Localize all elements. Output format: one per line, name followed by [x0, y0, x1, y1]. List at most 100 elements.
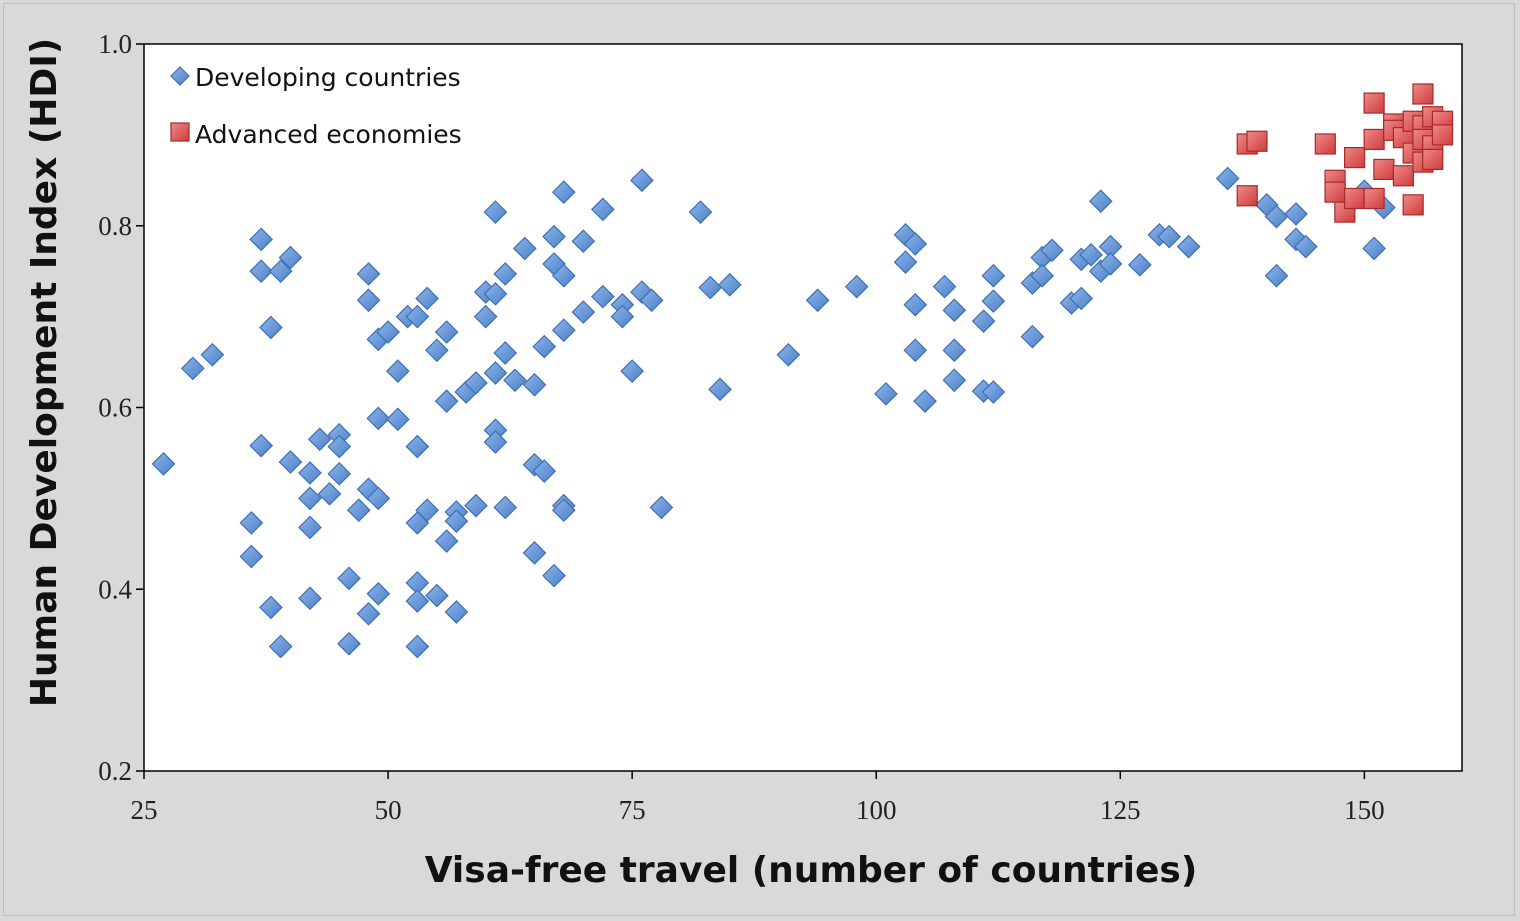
developing-point [932, 274, 957, 299]
x-tick-label: 125 [1100, 795, 1141, 825]
developing-point [708, 377, 732, 402]
developing-point [542, 224, 566, 249]
developing-point [415, 498, 439, 523]
developing-point [493, 262, 518, 286]
developing-point [268, 259, 293, 284]
developing-point [630, 168, 654, 193]
advanced-point [1324, 181, 1346, 203]
developing-point [425, 583, 449, 608]
developing-point [591, 284, 615, 309]
y-tick-label: 0.4 [98, 574, 132, 604]
developing-point [1284, 202, 1308, 226]
developing-point [903, 232, 928, 256]
developing-point [366, 486, 391, 511]
developing-point [942, 338, 967, 363]
developing-point [239, 511, 264, 535]
developing-point [1069, 286, 1094, 311]
developing-point [942, 368, 967, 393]
x-tick-label: 150 [1344, 795, 1385, 825]
developing-point [337, 566, 361, 591]
advanced-point [1431, 124, 1454, 146]
x-tick-label: 75 [619, 795, 646, 825]
developing-point [278, 245, 303, 270]
square-marker-icon [170, 122, 190, 142]
developing-point [259, 315, 283, 340]
developing-point [1127, 252, 1152, 277]
developing-point [1264, 204, 1289, 229]
developing-point [903, 338, 928, 363]
developing-point [298, 515, 322, 540]
developing-point [327, 434, 352, 459]
developing-point [649, 495, 674, 520]
advanced-point [1236, 185, 1258, 207]
developing-point [180, 356, 205, 381]
developing-point [551, 498, 576, 523]
developing-point [337, 631, 361, 656]
developing-point [639, 288, 664, 313]
y-tick-label: 1.0 [98, 29, 132, 59]
advanced-point [1402, 194, 1424, 216]
developing-point [532, 334, 557, 359]
developing-point [483, 282, 508, 306]
developing-point [434, 389, 459, 413]
legend-label-advanced: Advanced economies [195, 120, 462, 149]
developing-point [405, 634, 430, 659]
series-advanced [1236, 83, 1454, 223]
developing-point [278, 450, 303, 474]
x-tick-label: 25 [131, 795, 158, 825]
developing-point [346, 498, 371, 523]
developing-point [1215, 166, 1240, 191]
developing-point [1088, 189, 1113, 214]
developing-point [385, 407, 410, 432]
developing-point [971, 309, 996, 334]
developing-point [522, 372, 547, 397]
developing-point [913, 389, 937, 413]
developing-point [630, 280, 654, 304]
developing-point [327, 461, 352, 486]
y-tick-label: 0.2 [98, 756, 132, 786]
developing-point [405, 304, 430, 329]
developing-point [844, 274, 869, 299]
developing-point [317, 481, 342, 506]
developing-point [1176, 234, 1201, 259]
developing-point [698, 275, 723, 300]
series-developing [151, 166, 1396, 659]
developing-point [805, 288, 830, 313]
advanced-point [1344, 146, 1366, 169]
developing-point [874, 382, 898, 406]
developing-point [981, 289, 1006, 314]
x-tick-label: 100 [856, 795, 897, 825]
developing-point [1030, 263, 1055, 288]
developing-point [571, 300, 596, 324]
y-tick-label: 0.8 [98, 211, 132, 241]
developing-point [1284, 227, 1308, 252]
advanced-point [1412, 83, 1434, 105]
developing-point [591, 197, 615, 222]
developing-point [366, 406, 391, 431]
developing-point [493, 495, 518, 520]
plot-area [143, 43, 1463, 772]
advanced-point [1363, 187, 1385, 210]
developing-point [522, 541, 547, 565]
developing-point [610, 304, 635, 329]
developing-point [1362, 236, 1386, 261]
developing-point [483, 361, 508, 385]
y-axis: 0.2 0.4 0.6 0.8 1.0 [98, 29, 144, 786]
developing-point [434, 320, 459, 344]
developing-point [620, 359, 644, 383]
advanced-point [1422, 148, 1444, 171]
developing-point [298, 486, 322, 511]
developing-point [1157, 224, 1181, 249]
developing-point [542, 563, 566, 588]
developing-point [942, 298, 967, 323]
developing-point [1020, 324, 1045, 349]
advanced-point [1392, 165, 1415, 187]
x-tick-label: 50 [375, 795, 402, 825]
developing-point [464, 493, 488, 518]
developing-point [776, 342, 801, 367]
developing-point [356, 262, 381, 286]
developing-point [512, 236, 537, 261]
developing-point [444, 600, 469, 624]
legend-item-developing: Developing countries [170, 63, 461, 92]
developing-point [571, 229, 596, 254]
